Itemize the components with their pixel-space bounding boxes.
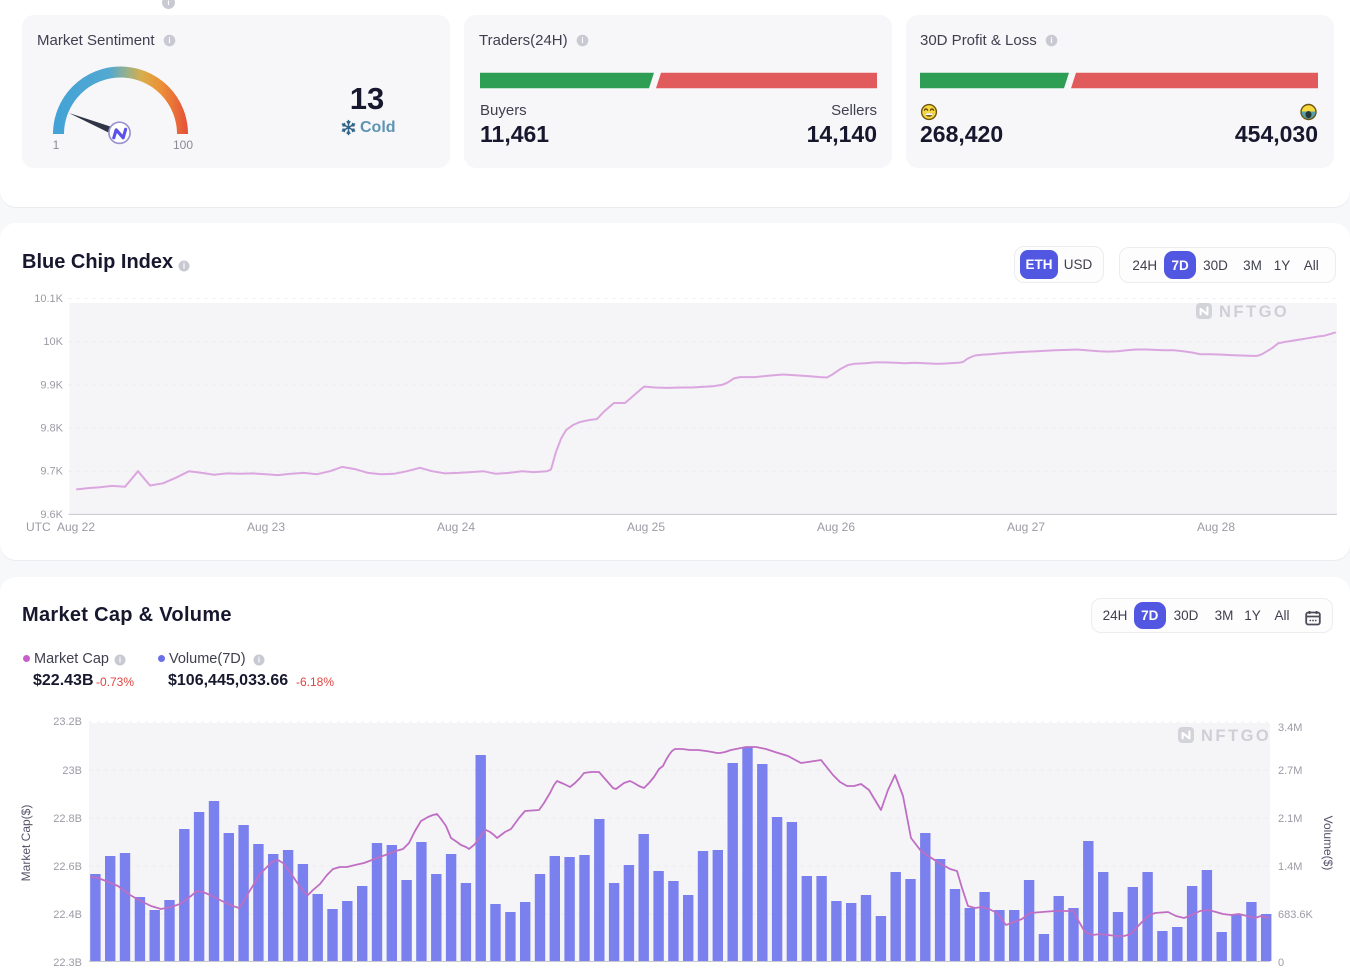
svg-text:2.1M: 2.1M xyxy=(1278,813,1302,825)
svg-text:9.6K: 9.6K xyxy=(40,509,63,521)
svg-text:Volume($): Volume($) xyxy=(1321,816,1335,871)
svg-text:10.1K: 10.1K xyxy=(34,293,63,305)
svg-text:Aug 23: Aug 23 xyxy=(247,520,285,534)
svg-text:i: i xyxy=(183,262,185,271)
svg-text:22.8B: 22.8B xyxy=(53,813,82,825)
svg-text:23.2B: 23.2B xyxy=(53,716,82,728)
svg-text:Market Cap($): Market Cap($) xyxy=(19,805,33,882)
svg-text:22.6B: 22.6B xyxy=(53,861,82,873)
svg-text:UTC: UTC xyxy=(26,520,51,534)
svg-text:i: i xyxy=(167,0,169,7)
svg-text:9.8K: 9.8K xyxy=(40,423,63,435)
svg-text:100: 100 xyxy=(173,138,193,152)
svg-text:i: i xyxy=(581,36,583,45)
svg-text:Aug 22: Aug 22 xyxy=(57,520,95,534)
svg-text:9.9K: 9.9K xyxy=(40,379,63,391)
svg-text:9.7K: 9.7K xyxy=(40,466,63,478)
svg-text:i: i xyxy=(1050,36,1052,45)
svg-text:Aug 26: Aug 26 xyxy=(817,520,855,534)
svg-text:22.4B: 22.4B xyxy=(53,909,82,921)
svg-text:0: 0 xyxy=(1278,957,1284,968)
svg-text:NFTGO: NFTGO xyxy=(1201,727,1271,745)
svg-text:22.3B: 22.3B xyxy=(53,957,82,968)
svg-text:683.6K: 683.6K xyxy=(1278,909,1314,921)
svg-text:NFTGO: NFTGO xyxy=(1219,303,1289,321)
svg-text:i: i xyxy=(119,656,121,665)
svg-text:Aug 24: Aug 24 xyxy=(437,520,475,534)
svg-text:2.7M: 2.7M xyxy=(1278,765,1302,777)
svg-text:10K: 10K xyxy=(43,336,63,348)
svg-text:1: 1 xyxy=(53,138,60,152)
svg-text:i: i xyxy=(258,656,260,665)
svg-text:Aug 25: Aug 25 xyxy=(627,520,665,534)
svg-text:3.4M: 3.4M xyxy=(1278,722,1302,734)
svg-text:Aug 28: Aug 28 xyxy=(1197,520,1235,534)
svg-text:1.4M: 1.4M xyxy=(1278,861,1302,873)
svg-text:Aug 27: Aug 27 xyxy=(1007,520,1045,534)
svg-text:i: i xyxy=(168,36,170,45)
svg-text:23B: 23B xyxy=(62,765,82,777)
